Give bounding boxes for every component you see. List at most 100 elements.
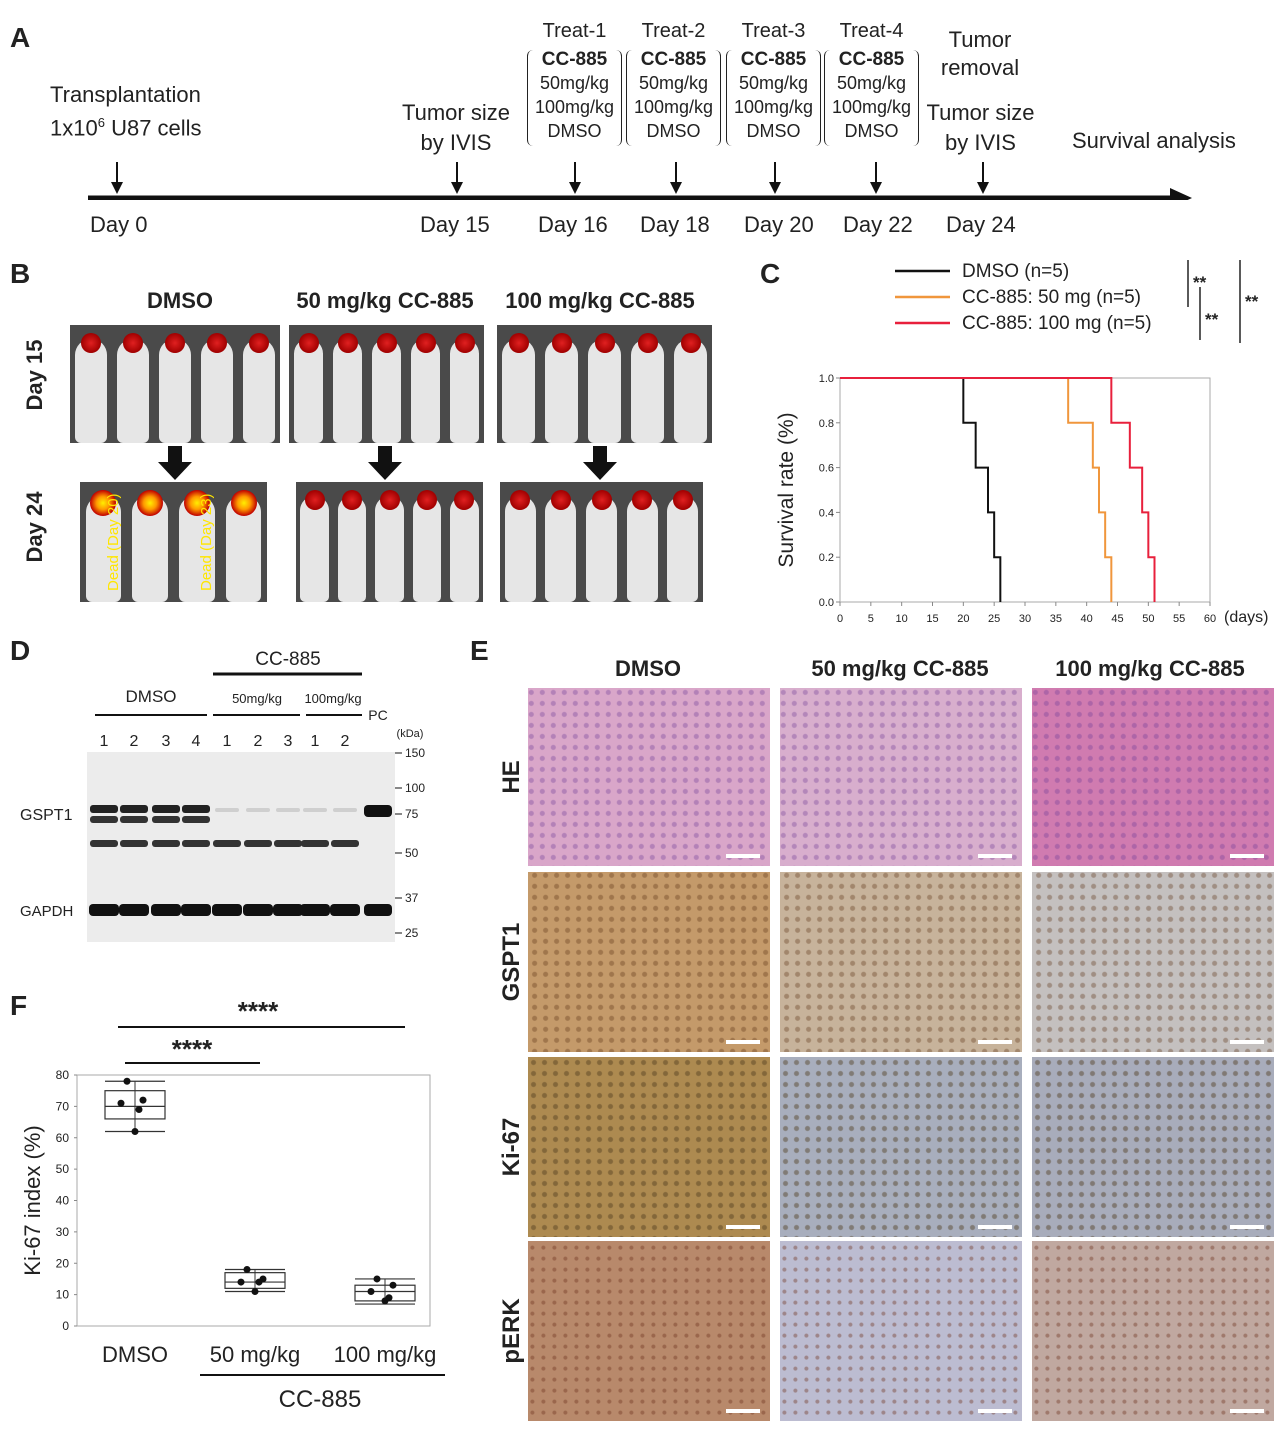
wb-band-nonspecific [274,840,302,847]
x-tick-label: 0 [837,613,843,625]
mouse-body [588,339,621,443]
wb-lane-label: 4 [192,733,201,750]
tumor-size-label-1: Tumor size [402,100,510,125]
tumor-signal [454,333,475,353]
wb-band-gspt1-lower [120,816,148,823]
box-data-point [237,1278,245,1286]
sig-label-2: ** [1205,310,1219,329]
tumor-signal [249,333,269,353]
b-row-day15: Day 15 [22,339,47,411]
b-row-day24: Day 24 [22,491,47,563]
day-label-3: Day 18 [640,212,710,237]
mouse-body [674,339,707,443]
b-group-dmso: DMSO [147,288,213,313]
micrograph-gspt1-0 [528,872,770,1052]
timeline-axis [88,162,1192,200]
box-data-point [389,1281,397,1289]
x-tick-label: 25 [988,613,1000,625]
tumor-signal [594,333,615,353]
scale-bar [1230,854,1264,858]
tumor-signal [165,333,185,353]
mouse-body [300,496,329,602]
mouse-body [337,496,367,602]
mouse-body [412,496,442,602]
f-y-tick-label: 60 [56,1131,70,1145]
treat-2-line-3: DMSO [646,121,701,141]
mouse-body [159,339,191,443]
treat-1-line-0: CC-885 [541,49,608,70]
sig-label-3: ** [1245,292,1259,311]
wb-band-gapdh [300,904,330,916]
wb-band-gspt1-lower [182,816,210,823]
panel-label-b: B [10,258,31,289]
wb-band-gapdh [330,904,360,916]
x-tick-label: 60 [1204,613,1216,625]
box-data-point [367,1287,375,1295]
wb-band-nonspecific [331,840,359,847]
mouse-body [410,339,441,443]
mouse-body [371,339,402,443]
treat-title-4: Treat-4 [839,20,904,42]
mouse-body [332,339,363,443]
micrograph-perk-1 [780,1241,1022,1421]
wb-band-nonspecific [120,840,148,847]
tumor-size-label-2: Tumor size [926,100,1035,125]
wb-marker-label: 75 [405,807,419,821]
timeline-tick-arrow-3 [670,182,682,194]
timeline-tick-arrow-5 [870,182,882,194]
tumor-signal [230,490,257,516]
treat-2-line-2: 100mg/kg [633,97,714,117]
wb-band-gapdh [273,904,303,916]
box-data-point [255,1278,263,1286]
f-y-tick-label: 10 [56,1288,70,1302]
treat-1-line-2: 100mg/kg [534,97,615,117]
x-tick-label: 10 [896,613,908,625]
mouse-body [545,496,577,602]
b-down-arrow-0 [158,446,192,480]
scale-bar [1230,1040,1264,1044]
wb-kda-label: (kDa) [397,728,424,740]
ivis-panel-2 [497,325,712,443]
legend-label-cc50: CC-885: 50 mg (n=5) [962,287,1141,308]
wb-band-gapdh [212,904,242,916]
tumor-removal-2: removal [940,55,1020,80]
wb-band-gspt1-upper [182,805,210,813]
treat-bracket-2 [626,50,721,146]
b-down-arrow-1 [368,446,402,480]
micrograph-ki-67-2 [1032,1057,1274,1237]
treat-4-line-0: CC-885 [838,49,905,70]
ivis-panel-4 [296,482,483,602]
f-y-tick-label: 30 [56,1225,70,1239]
wb-marker-label: 50 [405,846,419,860]
wb-band-gspt1-upper [90,805,118,813]
survival-analysis-label: Survival analysis [1072,128,1236,153]
tumor-removal-1: Tumor [948,27,1012,52]
e-row-label-2: Ki-67 [498,1117,525,1177]
b-group-50: 50 mg/kg CC-885 [296,288,474,313]
micrograph-perk-0 [528,1241,770,1421]
wb-cc885-label: CC-885 [255,649,320,670]
tumor-signal [376,333,397,353]
x-tick-label: 35 [1050,613,1062,625]
treat-3-line-2: 100mg/kg [733,97,814,117]
panel-label-d: D [10,635,31,666]
e-row-label-3: pERK [498,1298,525,1364]
tumor-signal [337,333,358,353]
mouse-body [626,496,658,602]
treat-3-line-3: DMSO [746,121,801,141]
scale-bar [1230,1225,1264,1229]
wb-band-gspt1-faint [246,808,270,812]
e-group-100: 100 mg/kg CC-885 [1055,656,1245,681]
mouse-body [117,339,149,443]
day-label-2: Day 16 [538,212,608,237]
scale-bar [726,1040,760,1044]
treat-4-line-1: 50mg/kg [836,73,907,93]
tumor-signal [304,490,325,510]
x-tick-label: 50 [1142,613,1154,625]
scale-bar [978,854,1012,858]
f-y-tick-label: 50 [56,1162,70,1176]
y-tick-label: 1.0 [819,373,834,385]
e-group-dmso: DMSO [615,656,681,681]
panel-label-c: C [760,258,781,289]
y-axis-label: Survival rate (%) [775,412,798,567]
